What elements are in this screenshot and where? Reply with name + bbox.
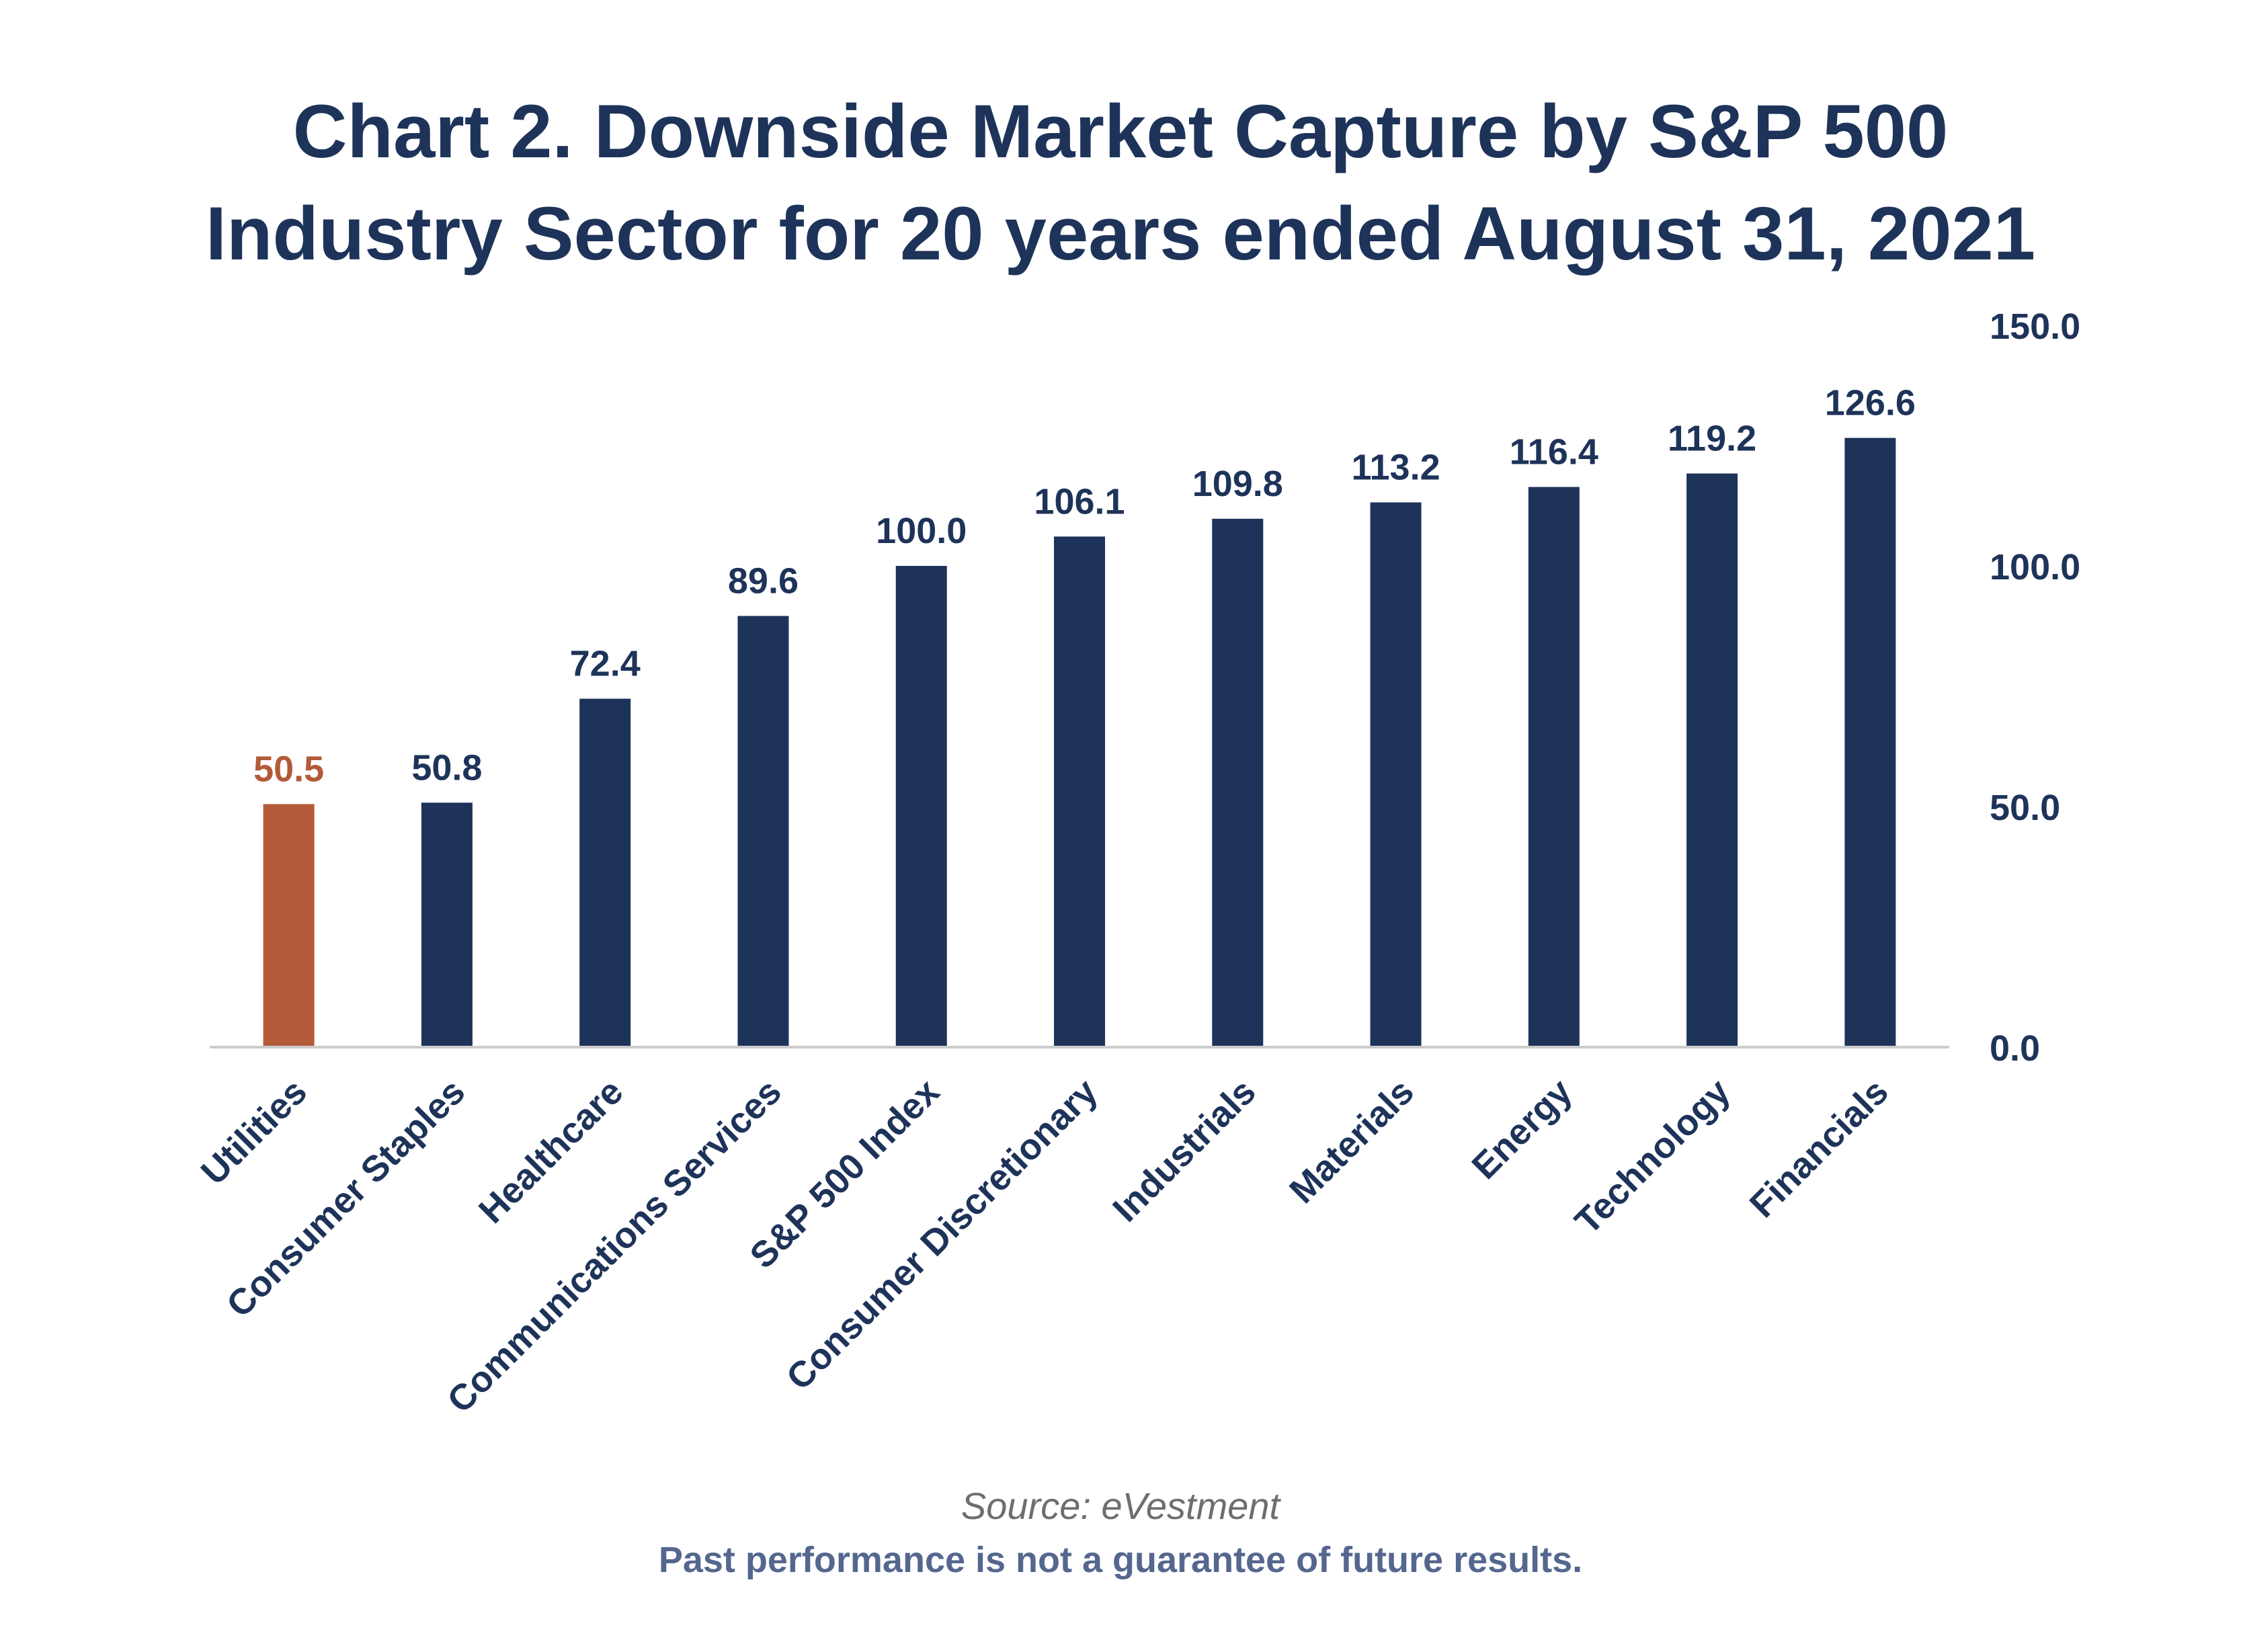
x-tick-label-8: Energy xyxy=(1464,1071,1580,1187)
x-tick-label-2: Healthcare xyxy=(471,1071,631,1231)
x-tick-label-9: Technology xyxy=(1567,1071,1738,1242)
bar-0 xyxy=(263,804,315,1047)
bar-6 xyxy=(1212,518,1264,1047)
x-tick-label-5: Consumer Discretionary xyxy=(779,1071,1106,1398)
y-tick-label-0: 0.0 xyxy=(1990,1028,2040,1069)
chart-title: Chart 2. Downside Market Capture by S&P … xyxy=(0,81,2241,285)
bar-5 xyxy=(1054,536,1105,1047)
bar-10 xyxy=(1844,438,1896,1047)
value-label-4: 100.0 xyxy=(876,511,967,551)
value-label-0: 50.5 xyxy=(253,749,324,789)
chart-title-line-1: Chart 2. Downside Market Capture by S&P … xyxy=(292,89,1949,173)
x-tick-label-0: Utilities xyxy=(194,1071,315,1192)
value-label-9: 119.2 xyxy=(1668,419,1756,459)
value-label-1: 50.8 xyxy=(411,747,482,788)
value-label-8: 116.4 xyxy=(1510,432,1598,472)
value-label-3: 89.6 xyxy=(728,561,799,601)
x-tick-label-6: Industrials xyxy=(1105,1071,1264,1230)
value-label-10: 126.6 xyxy=(1825,383,1916,423)
value-label-7: 113.2 xyxy=(1351,447,1440,487)
chart-title-line-2: Industry Sector for 20 years ended Augus… xyxy=(205,192,2036,276)
y-tick-label-2: 100.0 xyxy=(1990,547,2080,587)
value-labels-group: 50.5 50.8 72.4 89.6 100.0 106.1 109.8 113.2 116.… xyxy=(253,383,1916,790)
y-axis-tick-labels: 0.0 50.0 100.0 150.0 xyxy=(1990,306,2080,1069)
bars-group xyxy=(263,438,1896,1047)
bar-4 xyxy=(895,566,947,1047)
x-tick-label-3: Communications Services xyxy=(440,1071,789,1421)
bar-2 xyxy=(579,698,631,1047)
y-tick-label-1: 50.0 xyxy=(1990,788,2060,828)
bar-7 xyxy=(1370,502,1422,1047)
bar-8 xyxy=(1528,487,1580,1047)
x-tick-label-7: Materials xyxy=(1282,1071,1422,1211)
value-label-5: 106.1 xyxy=(1034,481,1125,522)
value-label-6: 109.8 xyxy=(1192,464,1283,504)
bar-1 xyxy=(421,802,473,1047)
disclaimer-note: Past performance is not a guarantee of f… xyxy=(658,1540,1583,1580)
x-tick-label-10: Financials xyxy=(1742,1071,1896,1225)
bar-9 xyxy=(1686,473,1738,1047)
value-label-2: 72.4 xyxy=(570,644,641,684)
y-tick-label-3: 150.0 xyxy=(1990,306,2080,347)
bar-3 xyxy=(737,616,789,1047)
source-note: Source: eVestment xyxy=(961,1485,1280,1527)
